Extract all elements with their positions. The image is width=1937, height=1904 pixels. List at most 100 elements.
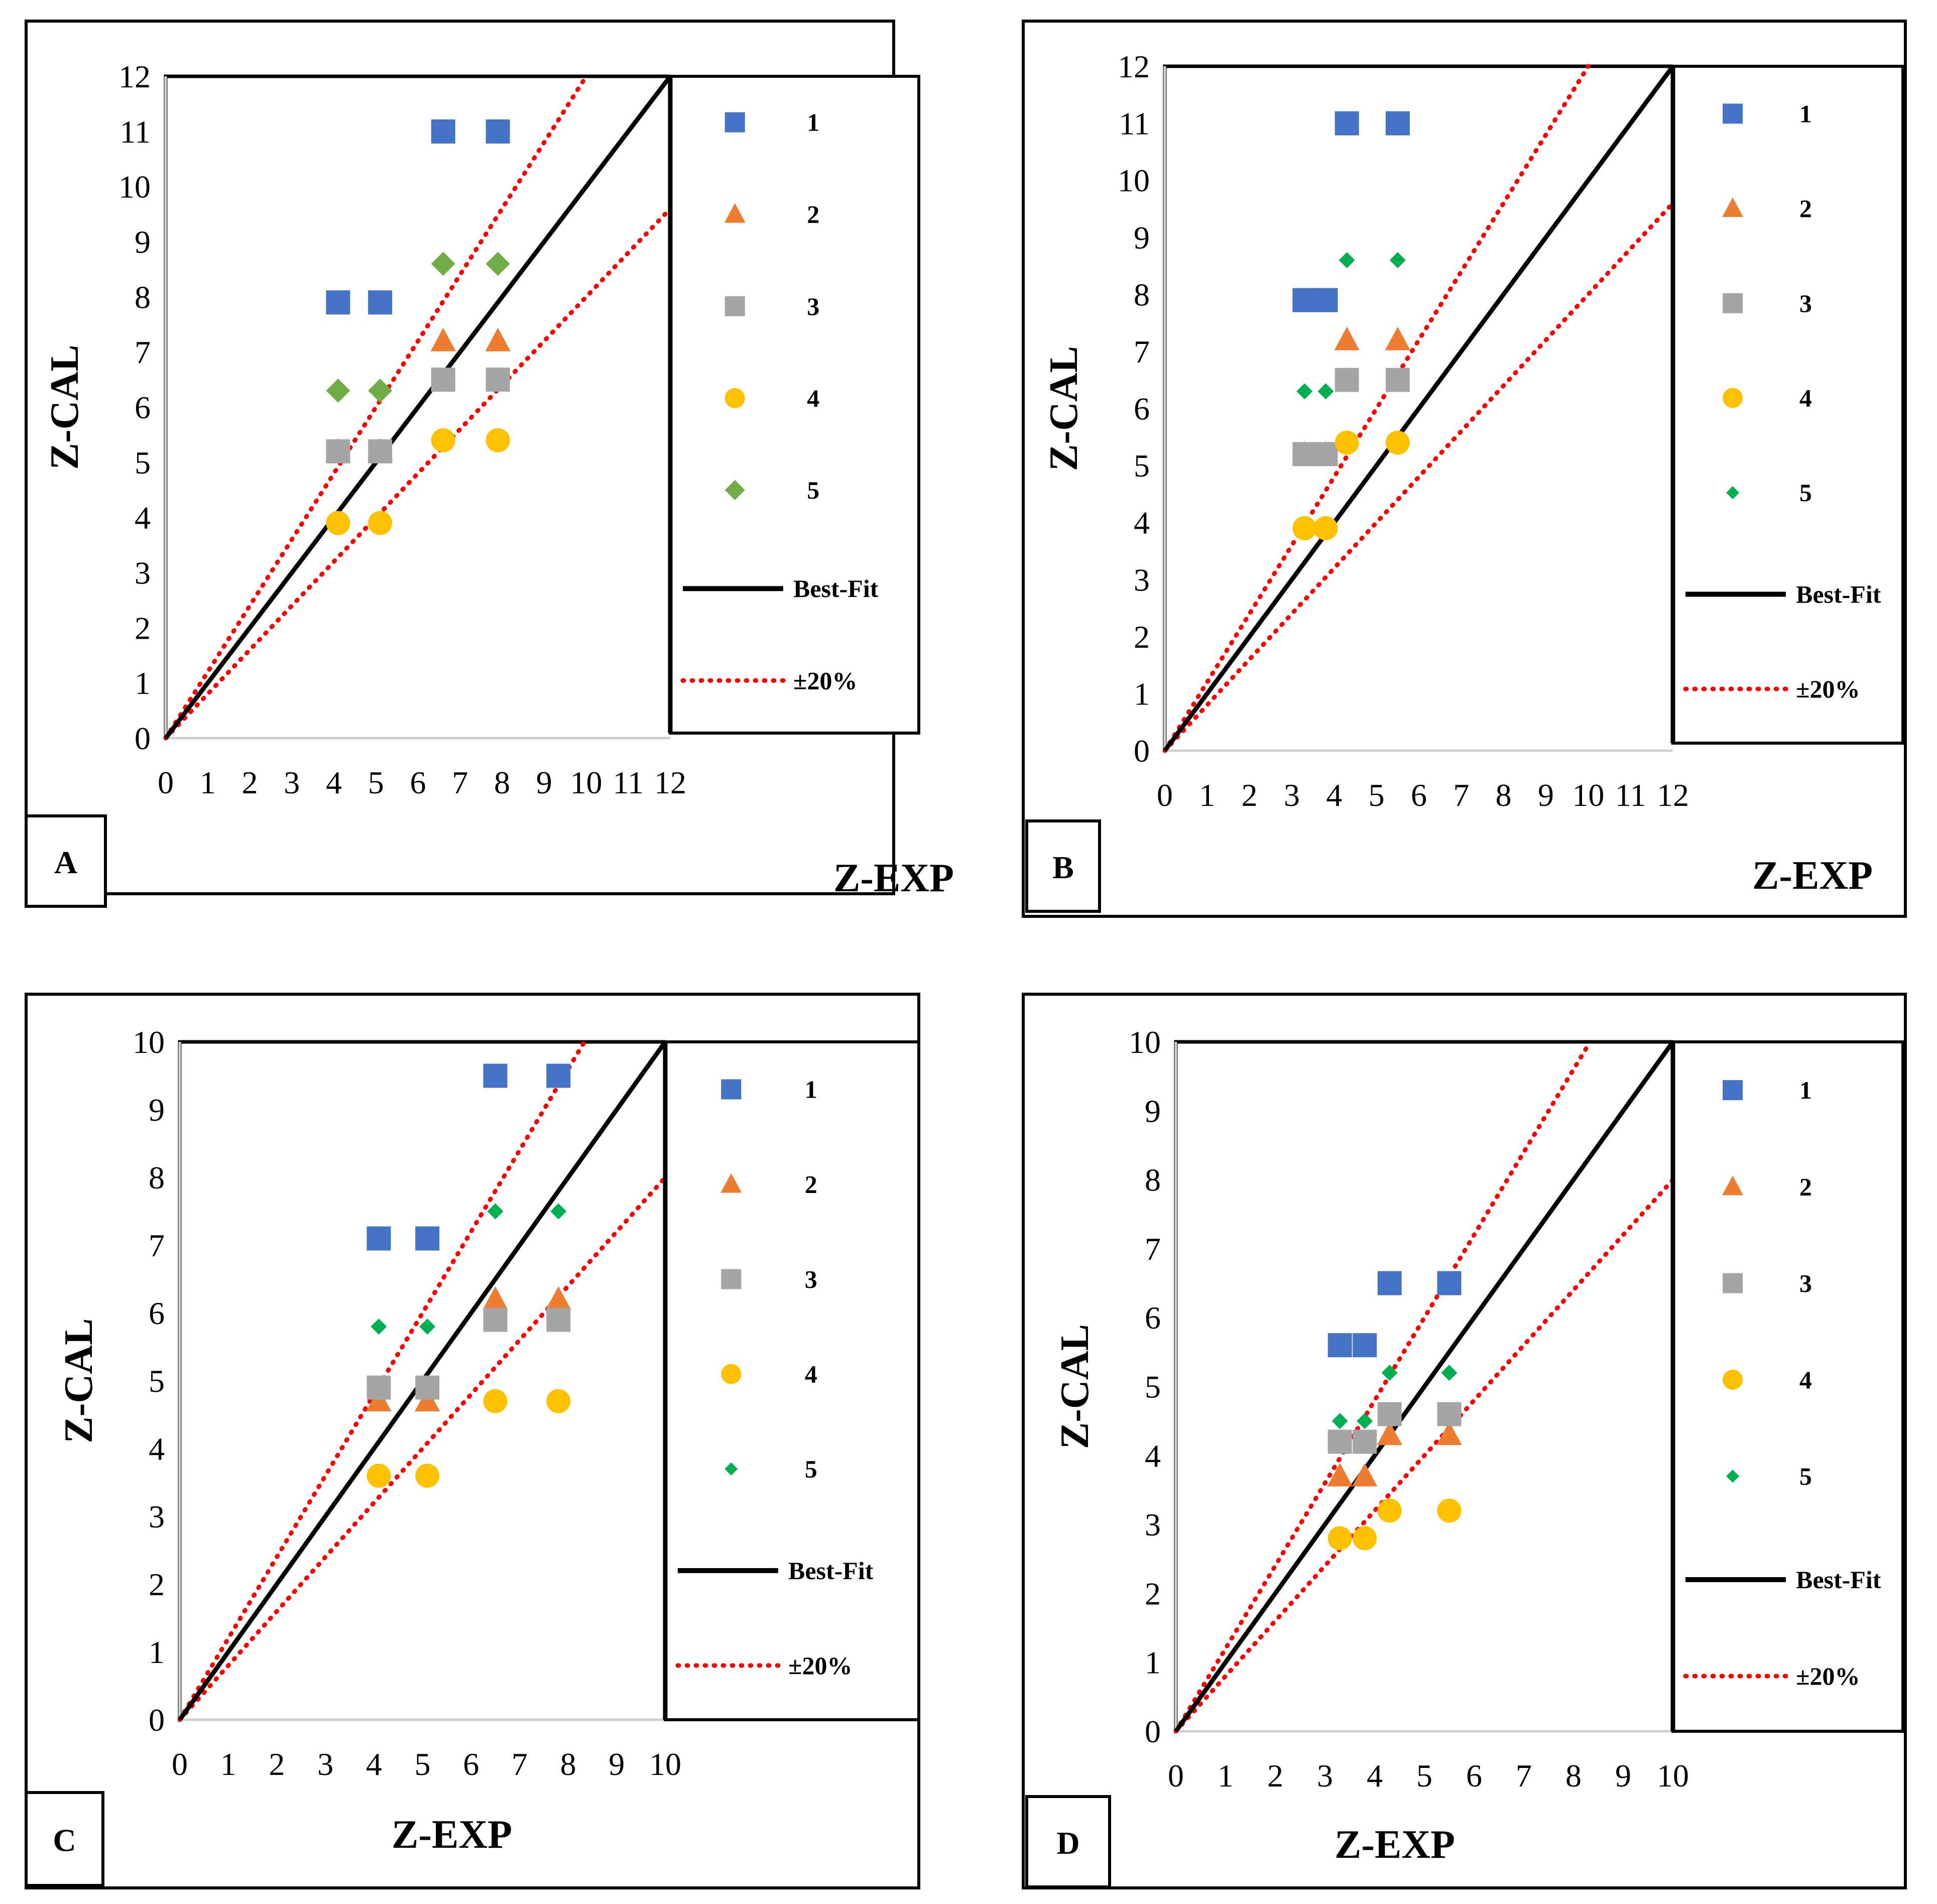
x-tick-label: 6 <box>1466 1758 1482 1794</box>
legend-marker <box>1723 293 1743 313</box>
x-tick-label: 6 <box>463 1746 479 1782</box>
data-point <box>1377 1271 1402 1295</box>
data-point <box>1334 326 1360 350</box>
legend-label: 3 <box>1799 289 1812 317</box>
legend-label: 3 <box>807 292 819 320</box>
data-point <box>326 290 350 315</box>
y-tick-label: 8 <box>135 279 151 315</box>
legend-label: 1 <box>1799 1076 1812 1104</box>
data-point <box>368 379 393 403</box>
data-point <box>546 1063 571 1088</box>
data-point <box>1441 1365 1458 1381</box>
y-tick-label: 0 <box>1145 1714 1161 1749</box>
y-axis-title: Z-CAL <box>1042 346 1086 471</box>
data-point <box>368 439 393 463</box>
data-point <box>1381 1365 1398 1381</box>
data-point <box>367 1375 391 1400</box>
data-point <box>415 1464 440 1488</box>
data-point <box>1335 368 1359 392</box>
x-tick-label: 8 <box>560 1746 576 1782</box>
data-point <box>431 368 455 392</box>
legend-label-best-fit: Best-Fit <box>1796 1566 1881 1594</box>
data-point <box>482 1286 508 1310</box>
legend-label: 5 <box>805 1455 817 1483</box>
x-tick-label: 4 <box>1367 1758 1383 1794</box>
x-tick-label: 10 <box>1657 1758 1689 1794</box>
data-point <box>1437 1402 1462 1426</box>
y-tick-label: 9 <box>149 1092 165 1128</box>
data-point <box>1327 1430 1352 1454</box>
x-axis-title: Z-EXP <box>833 856 954 900</box>
x-tick-label: 0 <box>158 765 174 800</box>
x-tick-label: 10 <box>649 1746 681 1782</box>
y-tick-label: 1 <box>135 665 151 701</box>
x-tick-label: 11 <box>613 765 644 800</box>
data-point <box>1353 1430 1377 1454</box>
data-point <box>1335 430 1359 455</box>
data-point <box>1385 326 1411 350</box>
legend-marker <box>1723 388 1743 408</box>
panel-a: 0 1 2 3 4 5 6 7 8 9 10 11 120123456789101112Z-EXPZ-C… <box>25 20 954 908</box>
legend-label: 1 <box>807 108 819 137</box>
data-point <box>368 290 393 315</box>
data-point <box>430 327 456 351</box>
y-tick-label: 11 <box>119 114 151 150</box>
legend-marker <box>1723 1080 1743 1101</box>
data-point <box>431 119 455 144</box>
x-tick-label: 6 <box>410 765 426 800</box>
data-point <box>326 439 350 463</box>
data-point <box>1327 1526 1352 1551</box>
x-axis-title: Z-EXP <box>1335 1823 1455 1867</box>
legend-label-band: ±20% <box>788 1651 852 1680</box>
legend-marker <box>721 1269 742 1289</box>
y-tick-label: 8 <box>1134 277 1150 312</box>
legend-marker <box>1722 1175 1744 1196</box>
data-point <box>1317 383 1334 400</box>
x-tick-label: 9 <box>1538 777 1554 813</box>
x-tick-label: 11 <box>1615 777 1646 813</box>
legend-box <box>664 1040 920 1721</box>
y-tick-label: 3 <box>135 555 151 591</box>
x-tick-label: 7 <box>1516 1758 1532 1794</box>
data-point <box>1353 1333 1377 1358</box>
legend-label-band: ±20% <box>793 666 857 694</box>
data-point <box>1377 1402 1402 1426</box>
x-axis-title: Z-EXP <box>392 1813 512 1857</box>
x-tick-label: 10 <box>1572 777 1604 813</box>
data-point <box>1436 1421 1462 1446</box>
x-tick-label: 10 <box>570 765 602 800</box>
data-point <box>1377 1498 1402 1523</box>
data-point <box>1353 1526 1377 1551</box>
legend-label-band: ±20% <box>1796 1662 1860 1690</box>
y-tick-label: 10 <box>1118 163 1150 198</box>
data-point <box>546 1307 571 1332</box>
data-point <box>1292 442 1317 466</box>
legend-marker <box>724 480 745 501</box>
y-tick-label: 2 <box>1145 1576 1161 1611</box>
data-point <box>367 1464 391 1488</box>
data-point <box>1296 383 1313 400</box>
legend-marker <box>724 296 745 316</box>
data-point <box>326 511 350 535</box>
y-tick-label: 9 <box>135 224 151 260</box>
band-lower-line <box>177 1175 668 1722</box>
x-tick-label: 9 <box>609 1746 625 1782</box>
y-tick-label: 2 <box>149 1567 165 1602</box>
y-tick-label: 4 <box>1134 505 1150 541</box>
data-point <box>1437 1498 1462 1523</box>
y-tick-label: 5 <box>149 1363 165 1399</box>
legend-label: 2 <box>807 200 819 228</box>
y-tick-label: 6 <box>149 1295 165 1331</box>
y-tick-label: 11 <box>1119 106 1150 142</box>
x-tick-label: 5 <box>1369 777 1385 813</box>
y-tick-label: 9 <box>1145 1093 1161 1129</box>
x-tick-label: 2 <box>1242 777 1258 813</box>
x-tick-label: 3 <box>317 1746 333 1782</box>
legend-marker <box>721 1079 742 1100</box>
legend-marker <box>724 388 745 408</box>
legend-label: 5 <box>1799 479 1812 507</box>
legend-label: 4 <box>1799 384 1812 412</box>
legend-label: 5 <box>807 476 819 504</box>
legend-label: 4 <box>1799 1366 1812 1394</box>
legend-label: 4 <box>807 384 819 412</box>
